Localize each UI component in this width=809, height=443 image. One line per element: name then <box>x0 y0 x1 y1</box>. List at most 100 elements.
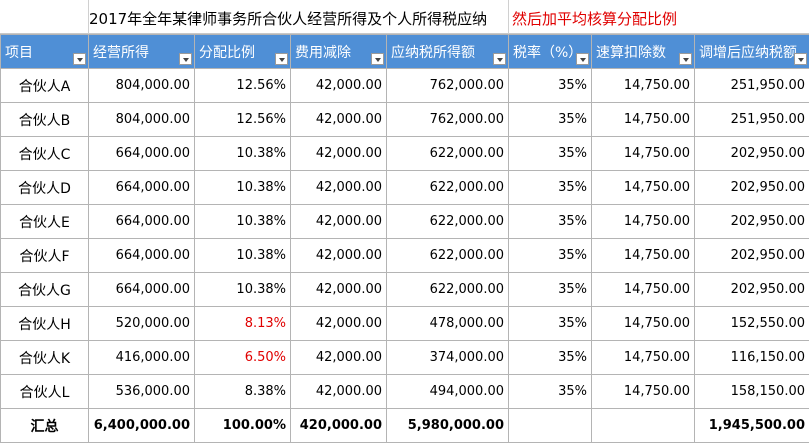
cell-ratio[interactable]: 12.56% <box>194 68 291 103</box>
cell-quick-deduction[interactable]: 14,750.00 <box>591 204 695 239</box>
cell-ratio[interactable]: 10.38% <box>194 204 291 239</box>
cell-name[interactable]: 合伙人A <box>0 68 89 103</box>
cell-quick-deduction[interactable]: 14,750.00 <box>591 136 695 171</box>
cell-quick-deduction[interactable]: 14,750.00 <box>591 272 695 307</box>
cell-ratio[interactable]: 10.38% <box>194 136 291 171</box>
cell-rate[interactable]: 35% <box>508 374 592 409</box>
cell-ratio[interactable]: 6.50% <box>194 340 291 375</box>
cell-tax[interactable]: 202,950.00 <box>694 272 809 307</box>
cell-quick-deduction[interactable]: 14,750.00 <box>591 68 695 103</box>
cell-income[interactable]: 664,000.00 <box>88 272 195 307</box>
cell-tax[interactable]: 251,950.00 <box>694 102 809 137</box>
cell-income[interactable]: 664,000.00 <box>88 238 195 273</box>
cell-tax[interactable]: 202,950.00 <box>694 136 809 171</box>
cell-rate[interactable]: 35% <box>508 272 592 307</box>
cell-taxable[interactable]: 762,000.00 <box>386 68 509 103</box>
cell-quick-deduction[interactable]: 14,750.00 <box>591 102 695 137</box>
cell-taxable[interactable]: 494,000.00 <box>386 374 509 409</box>
filter-dropdown-icon[interactable] <box>73 53 86 65</box>
cell-rate[interactable]: 35% <box>508 102 592 137</box>
cell-tax[interactable]: 202,950.00 <box>694 238 809 273</box>
cell-total-income[interactable]: 6,400,000.00 <box>88 408 195 443</box>
cell-quick-deduction[interactable]: 14,750.00 <box>591 170 695 205</box>
filter-dropdown-icon[interactable] <box>794 53 807 65</box>
cell-name[interactable]: 合伙人K <box>0 340 89 375</box>
cell-ratio[interactable]: 8.13% <box>194 306 291 341</box>
cell-income[interactable]: 804,000.00 <box>88 102 195 137</box>
cell-income[interactable]: 520,000.00 <box>88 306 195 341</box>
cell-taxable[interactable]: 622,000.00 <box>386 170 509 205</box>
cell-total-deduction[interactable]: 420,000.00 <box>290 408 387 443</box>
cell-taxable[interactable]: 622,000.00 <box>386 204 509 239</box>
cell-rate[interactable]: 35% <box>508 68 592 103</box>
cell-name[interactable]: 合伙人B <box>0 102 89 137</box>
cell-name[interactable]: 合伙人H <box>0 306 89 341</box>
cell-income[interactable]: 536,000.00 <box>88 374 195 409</box>
cell-total-tax[interactable]: 1,945,500.00 <box>694 408 809 443</box>
column-header-deduction[interactable]: 费用减除 <box>290 34 387 69</box>
cell-ratio[interactable]: 12.56% <box>194 102 291 137</box>
cell-income[interactable]: 664,000.00 <box>88 136 195 171</box>
cell-income[interactable]: 804,000.00 <box>88 68 195 103</box>
cell-deduction[interactable]: 42,000.00 <box>290 340 387 375</box>
column-header-ratio[interactable]: 分配比例 <box>194 34 291 69</box>
filter-dropdown-icon[interactable] <box>371 53 384 65</box>
cell-total-taxable[interactable]: 5,980,000.00 <box>386 408 509 443</box>
cell-deduction[interactable]: 42,000.00 <box>290 204 387 239</box>
cell-taxable[interactable]: 622,000.00 <box>386 238 509 273</box>
cell-total-rate[interactable] <box>508 408 592 443</box>
cell-name[interactable]: 合伙人E <box>0 204 89 239</box>
cell-deduction[interactable]: 42,000.00 <box>290 170 387 205</box>
cell-quick-deduction[interactable]: 14,750.00 <box>591 238 695 273</box>
filter-dropdown-icon[interactable] <box>679 53 692 65</box>
cell-taxable[interactable]: 478,000.00 <box>386 306 509 341</box>
cell-taxable[interactable]: 762,000.00 <box>386 102 509 137</box>
cell-taxable[interactable]: 622,000.00 <box>386 272 509 307</box>
cell-ratio[interactable]: 10.38% <box>194 170 291 205</box>
cell-tax[interactable]: 202,950.00 <box>694 170 809 205</box>
cell-ratio[interactable]: 10.38% <box>194 272 291 307</box>
cell-quick-deduction[interactable]: 14,750.00 <box>591 340 695 375</box>
sheet-title[interactable]: 2017年全年某律师事务所合伙人经营所得及个人所得税应纳 <box>89 10 488 28</box>
cell-deduction[interactable]: 42,000.00 <box>290 102 387 137</box>
cell-name[interactable]: 合伙人G <box>0 272 89 307</box>
cell-rate[interactable]: 35% <box>508 204 592 239</box>
cell-name[interactable]: 合伙人F <box>0 238 89 273</box>
cell-income[interactable]: 416,000.00 <box>88 340 195 375</box>
cell-tax[interactable]: 116,150.00 <box>694 340 809 375</box>
cell-quick-deduction[interactable]: 14,750.00 <box>591 374 695 409</box>
cell-tax[interactable]: 158,150.00 <box>694 374 809 409</box>
cell-ratio[interactable]: 10.38% <box>194 238 291 273</box>
column-header-income[interactable]: 经营所得 <box>88 34 195 69</box>
cell-total-ratio[interactable]: 100.00% <box>194 408 291 443</box>
cell-taxable[interactable]: 374,000.00 <box>386 340 509 375</box>
column-header-taxable[interactable]: 应纳税所得额 <box>386 34 509 69</box>
column-header-item[interactable]: 项目 <box>0 34 89 69</box>
filter-dropdown-icon[interactable] <box>179 53 192 65</box>
cell-ratio[interactable]: 8.38% <box>194 374 291 409</box>
cell-tax[interactable]: 202,950.00 <box>694 204 809 239</box>
cell-rate[interactable]: 35% <box>508 136 592 171</box>
cell-rate[interactable]: 35% <box>508 170 592 205</box>
cell-deduction[interactable]: 42,000.00 <box>290 238 387 273</box>
column-header-rate[interactable]: 税率（%） <box>508 34 592 69</box>
cell-deduction[interactable]: 42,000.00 <box>290 68 387 103</box>
cell-taxable[interactable]: 622,000.00 <box>386 136 509 171</box>
cell-rate[interactable]: 35% <box>508 340 592 375</box>
cell-tax[interactable]: 251,950.00 <box>694 68 809 103</box>
cell-name[interactable]: 合伙人D <box>0 170 89 205</box>
title-row[interactable]: 2017年全年某律师事务所合伙人经营所得及个人所得税应纳 然后加平均核算分配比例 <box>0 0 809 34</box>
filter-dropdown-icon[interactable] <box>576 53 589 65</box>
column-header-quick-deduction[interactable]: 速算扣除数 <box>591 34 695 69</box>
cell-total-label[interactable]: 汇总 <box>0 408 89 443</box>
cell-quick-deduction[interactable]: 14,750.00 <box>591 306 695 341</box>
cell-tax[interactable]: 152,550.00 <box>694 306 809 341</box>
cell-deduction[interactable]: 42,000.00 <box>290 374 387 409</box>
cell-rate[interactable]: 35% <box>508 238 592 273</box>
cell-deduction[interactable]: 42,000.00 <box>290 136 387 171</box>
cell-deduction[interactable]: 42,000.00 <box>290 272 387 307</box>
cell-total-quick-deduction[interactable] <box>591 408 695 443</box>
cell-rate[interactable]: 35% <box>508 306 592 341</box>
cell-name[interactable]: 合伙人L <box>0 374 89 409</box>
cell-income[interactable]: 664,000.00 <box>88 170 195 205</box>
